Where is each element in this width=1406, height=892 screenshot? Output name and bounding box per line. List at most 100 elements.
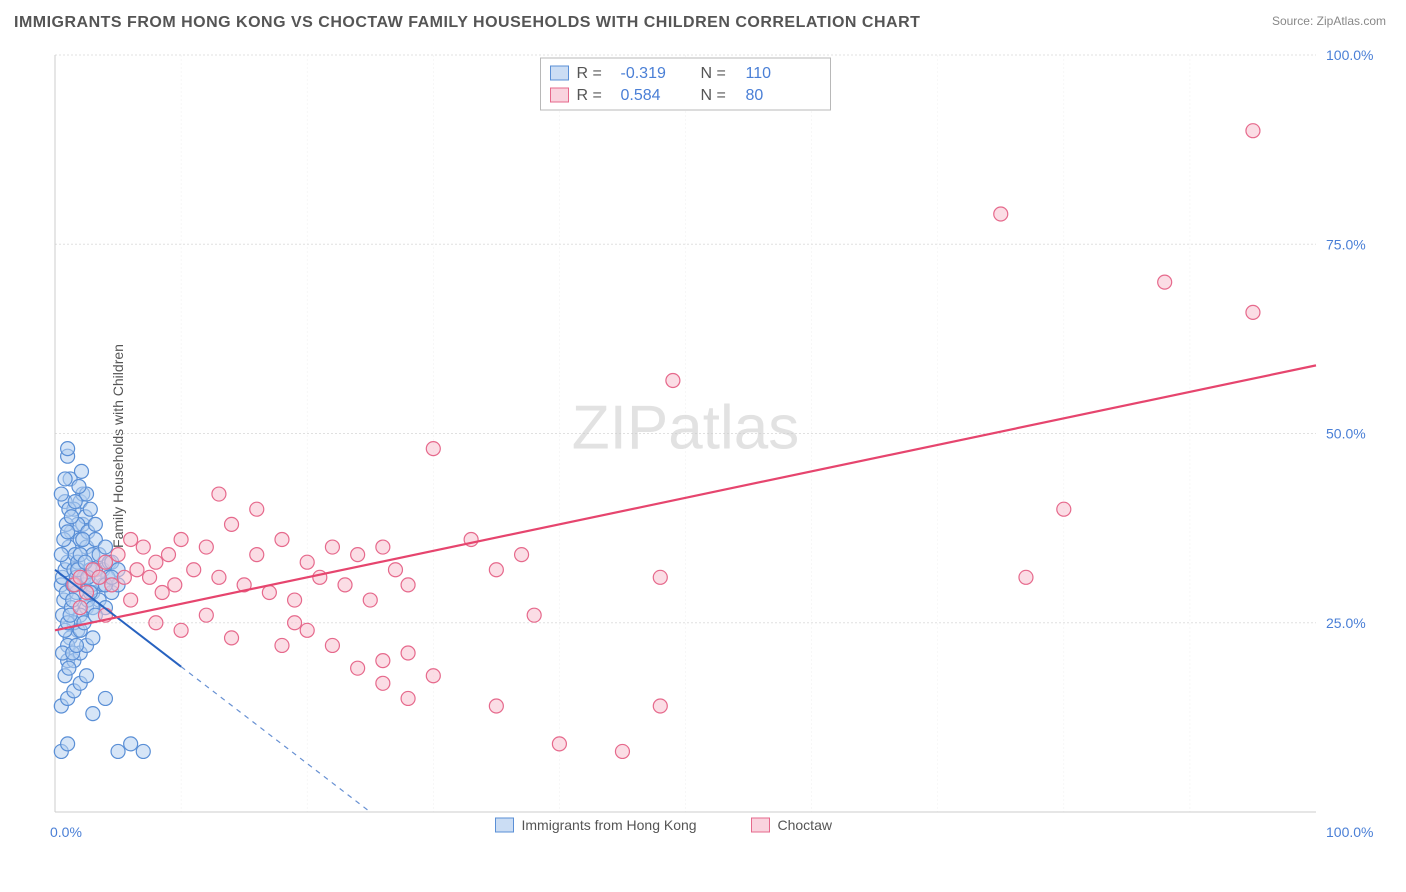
- scatter-point-ch: [174, 623, 188, 637]
- scatter-point-hk: [69, 638, 83, 652]
- chart-title: IMMIGRANTS FROM HONG KONG VS CHOCTAW FAM…: [14, 14, 920, 32]
- scatter-point-ch: [250, 502, 264, 516]
- scatter-point-ch: [426, 669, 440, 683]
- legend-n-label: N =: [701, 87, 726, 104]
- scatter-point-ch: [225, 631, 239, 645]
- scatter-point-ch: [168, 578, 182, 592]
- scatter-point-hk: [80, 669, 94, 683]
- scatter-point-ch: [288, 593, 302, 607]
- legend-n-label: N =: [701, 65, 726, 82]
- scatter-point-ch: [515, 548, 529, 562]
- legend-r-label: R =: [577, 87, 602, 104]
- scatter-point-ch: [187, 563, 201, 577]
- scatter-point-hk: [58, 472, 72, 486]
- scatter-point-ch: [262, 585, 276, 599]
- scatter-point-hk: [88, 517, 102, 531]
- scatter-point-ch: [124, 593, 138, 607]
- scatter-point-ch: [149, 616, 163, 630]
- scatter-point-ch: [1246, 305, 1260, 319]
- scatter-point-ch: [174, 532, 188, 546]
- scatter-point-ch: [363, 593, 377, 607]
- scatter-point-hk: [98, 691, 112, 705]
- scatter-point-hk: [83, 502, 97, 516]
- scatter-point-hk: [68, 495, 82, 509]
- scatter-point-ch: [1246, 124, 1260, 138]
- scatter-point-hk: [64, 510, 78, 524]
- scatter-point-hk: [61, 737, 75, 751]
- scatter-point-ch: [136, 540, 150, 554]
- scatter-point-ch: [338, 578, 352, 592]
- scatter-point-ch: [401, 578, 415, 592]
- x-tick-label: 100.0%: [1326, 824, 1373, 840]
- legend-bottom-label-ch: Choctaw: [778, 817, 833, 833]
- scatter-point-ch: [124, 532, 138, 546]
- scatter-point-ch: [73, 601, 87, 615]
- scatter-point-ch: [199, 608, 213, 622]
- legend-swatch-hk: [551, 66, 569, 80]
- source-label: Source: ZipAtlas.com: [1272, 14, 1386, 28]
- scatter-point-ch: [325, 638, 339, 652]
- scatter-point-ch: [300, 555, 314, 569]
- scatter-point-ch: [527, 608, 541, 622]
- legend-top: R =-0.319N =110R =0.584N =80: [541, 58, 831, 110]
- scatter-point-ch: [376, 540, 390, 554]
- scatter-point-ch: [615, 744, 629, 758]
- scatter-point-ch: [376, 676, 390, 690]
- scatter-point-ch: [351, 661, 365, 675]
- scatter-point-ch: [275, 532, 289, 546]
- scatter-point-ch: [161, 548, 175, 562]
- scatter-point-ch: [250, 548, 264, 562]
- scatter-point-ch: [117, 570, 131, 584]
- scatter-point-ch: [130, 563, 144, 577]
- scatter-point-hk: [72, 479, 86, 493]
- scatter-point-hk: [61, 525, 75, 539]
- scatter-point-ch: [111, 548, 125, 562]
- scatter-point-hk: [86, 707, 100, 721]
- scatter-point-ch: [155, 585, 169, 599]
- scatter-point-ch: [653, 699, 667, 713]
- scatter-point-ch: [426, 442, 440, 456]
- scatter-point-ch: [212, 487, 226, 501]
- scatter-point-ch: [489, 699, 503, 713]
- scatter-point-ch: [300, 623, 314, 637]
- scatter-point-ch: [1158, 275, 1172, 289]
- scatter-point-hk: [62, 661, 76, 675]
- scatter-point-hk: [54, 487, 68, 501]
- scatter-point-ch: [105, 578, 119, 592]
- scatter-point-ch: [199, 540, 213, 554]
- legend-n-value-ch: 80: [746, 87, 764, 104]
- y-tick-label: 50.0%: [1326, 426, 1366, 442]
- scatter-point-hk: [61, 442, 75, 456]
- legend-bottom-swatch-ch: [752, 818, 770, 832]
- scatter-point-ch: [288, 616, 302, 630]
- scatter-point-hk: [54, 548, 68, 562]
- scatter-point-ch: [149, 555, 163, 569]
- scatter-point-ch: [73, 570, 87, 584]
- scatter-point-ch: [552, 737, 566, 751]
- scatter-point-hk: [74, 464, 88, 478]
- scatter-point-hk: [111, 744, 125, 758]
- watermark: ZIPatlas: [572, 394, 799, 463]
- scatter-point-ch: [313, 570, 327, 584]
- legend-r-label: R =: [577, 65, 602, 82]
- y-tick-label: 75.0%: [1326, 236, 1366, 252]
- scatter-plot: 25.0%50.0%75.0%100.0%0.0%100.0%ZIPatlasR…: [50, 50, 1386, 842]
- scatter-point-ch: [388, 563, 402, 577]
- scatter-point-hk: [124, 737, 138, 751]
- scatter-point-hk: [76, 532, 90, 546]
- legend-bottom-swatch-hk: [496, 818, 514, 832]
- scatter-point-hk: [136, 744, 150, 758]
- y-tick-label: 100.0%: [1326, 50, 1373, 63]
- scatter-point-ch: [1019, 570, 1033, 584]
- scatter-point-ch: [489, 563, 503, 577]
- scatter-point-hk: [98, 540, 112, 554]
- legend-n-value-hk: 110: [746, 65, 772, 82]
- x-tick-label: 0.0%: [50, 824, 82, 840]
- legend-swatch-ch: [551, 88, 569, 102]
- legend-r-value-ch: 0.584: [621, 87, 661, 104]
- trend-line-dash-hk: [181, 667, 370, 812]
- scatter-point-ch: [376, 654, 390, 668]
- scatter-point-hk: [86, 631, 100, 645]
- scatter-point-ch: [1057, 502, 1071, 516]
- scatter-point-ch: [225, 517, 239, 531]
